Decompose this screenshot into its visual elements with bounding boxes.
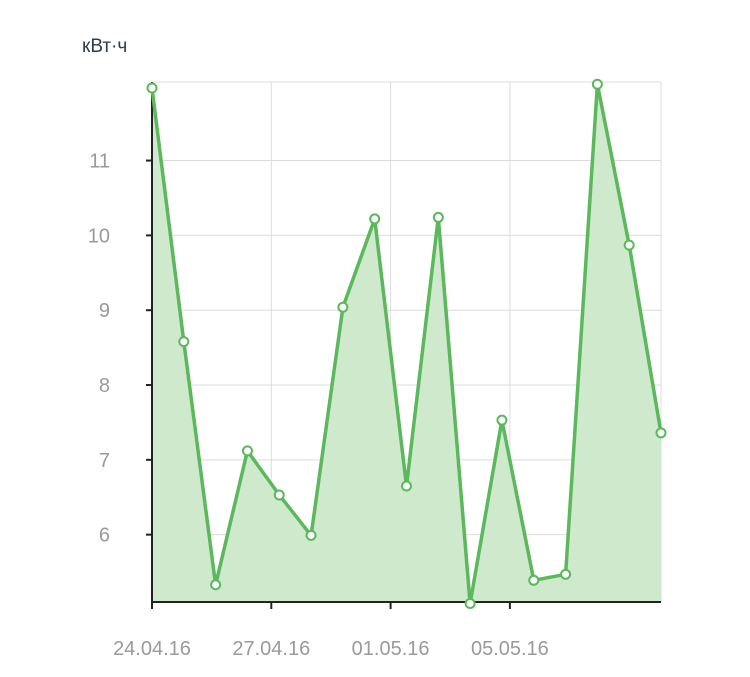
data-point[interactable] [401, 480, 412, 492]
y-tick-labels: 6 7 8 9 10 11 [88, 151, 110, 547]
data-point[interactable] [369, 213, 381, 225]
data-point[interactable] [241, 445, 253, 457]
data-point[interactable] [496, 414, 508, 426]
y-tick-label: 11 [89, 151, 110, 173]
series-area-fill [152, 84, 661, 604]
data-point[interactable] [273, 489, 285, 501]
data-point[interactable] [591, 78, 603, 90]
data-point[interactable] [528, 574, 540, 586]
x-tick-labels: 24.04.16 27.04.16 01.05.16 05.05.16 [113, 638, 549, 660]
y-tick-label: 10 [88, 225, 110, 247]
data-point[interactable] [337, 301, 349, 313]
x-tick-label: 24.04.16 [113, 638, 191, 660]
data-point[interactable] [464, 597, 476, 609]
series-points [146, 78, 667, 609]
data-point[interactable] [432, 211, 444, 223]
data-point[interactable] [655, 427, 667, 439]
y-tick-label: 6 [99, 525, 110, 547]
x-tick-label: 05.05.16 [471, 638, 549, 660]
data-point[interactable] [210, 579, 222, 591]
y-tick-label: 9 [99, 300, 110, 322]
data-point[interactable] [178, 336, 190, 348]
y-axis-unit-label: кВт·ч [82, 36, 127, 57]
data-point[interactable] [560, 568, 572, 580]
axes [146, 82, 661, 609]
data-point[interactable] [305, 529, 317, 541]
x-tick-label: 27.04.16 [232, 638, 310, 660]
data-point[interactable] [146, 82, 158, 94]
x-tick-label: 01.05.16 [352, 638, 430, 660]
y-tick-label: 7 [99, 450, 110, 472]
y-tick-label: 8 [99, 375, 110, 397]
data-point[interactable] [623, 239, 635, 251]
